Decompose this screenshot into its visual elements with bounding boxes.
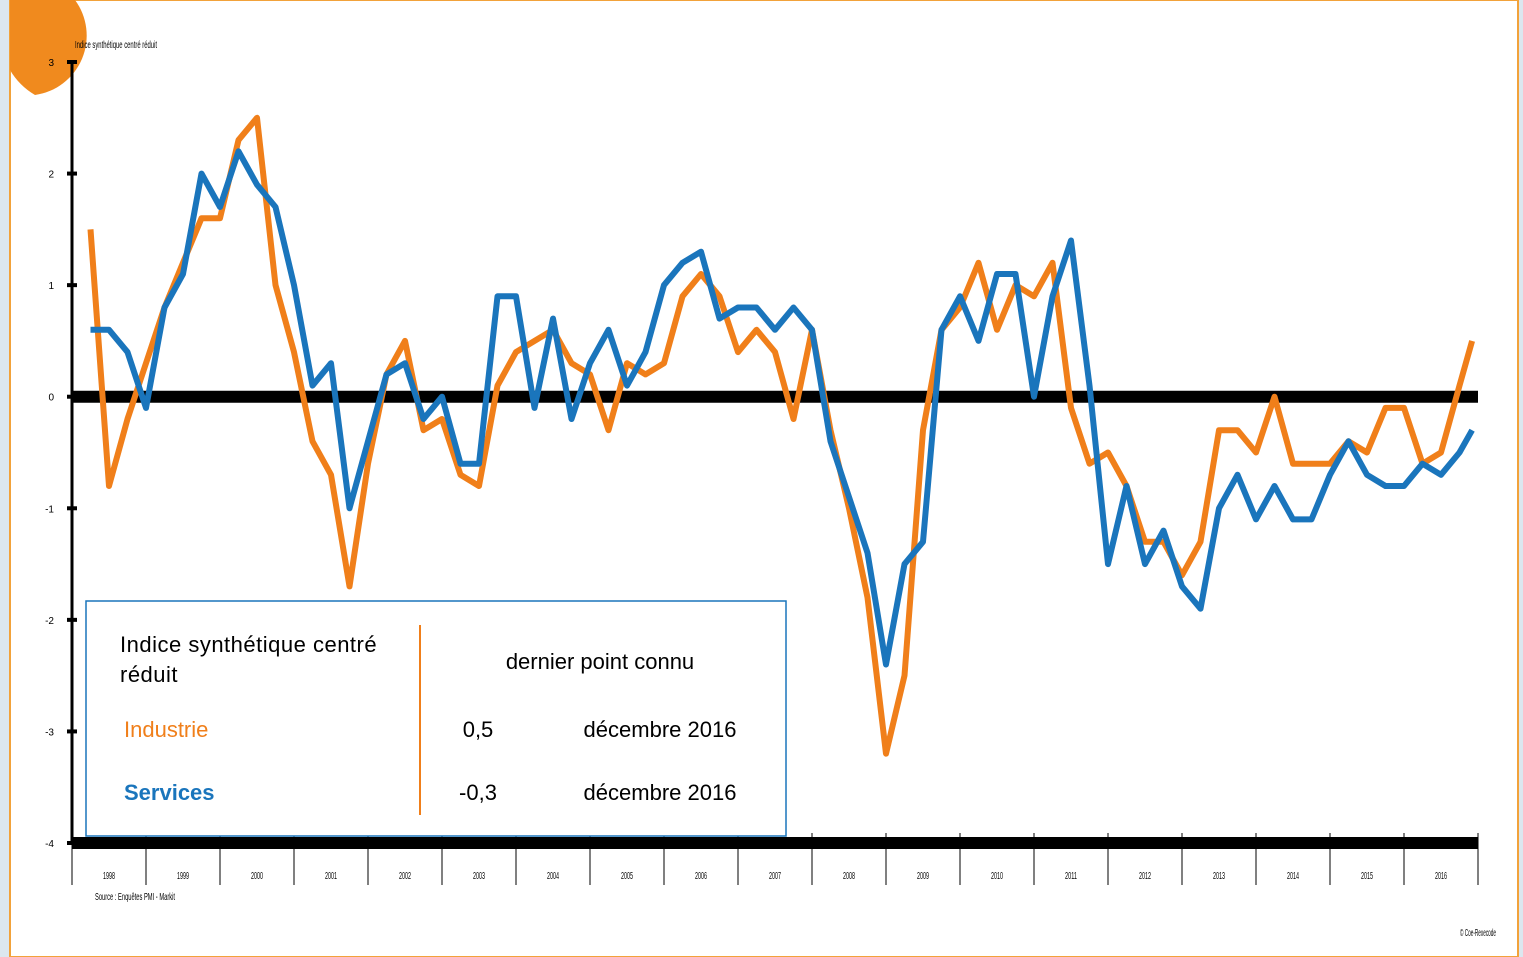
x-tick-label: 2013	[1213, 871, 1225, 882]
y-tick-label: 2	[48, 170, 54, 181]
legend-name: Industrie	[124, 717, 208, 742]
y-tick-label: 1	[48, 281, 54, 292]
credit: © Coe-Rexecode	[1460, 928, 1496, 939]
legend-last-value: -0,3	[459, 780, 497, 805]
x-tick-label: 2012	[1139, 871, 1151, 882]
legend-name: Services	[124, 780, 215, 805]
x-tick-label: 2005	[621, 871, 633, 882]
x-tick-label: 2014	[1287, 871, 1299, 882]
x-tick-label: 2016	[1435, 871, 1447, 882]
legend-header: Indice synthétique centré réduit	[120, 632, 378, 687]
legend: Indice synthétique centré réduit dernier…	[85, 600, 787, 837]
y-tick-label: 0	[48, 393, 54, 404]
legend-last-value: 0,5	[463, 717, 494, 742]
legend-header-box: Indice synthétique centré réduit	[120, 632, 378, 687]
y-tick-label: -2	[45, 616, 54, 627]
x-tick-label: 2011	[1065, 871, 1077, 882]
legend-column: dernier point connu	[506, 649, 694, 674]
x-tick-label: 2015	[1361, 871, 1373, 882]
legend-last-date: décembre 2016	[584, 717, 737, 742]
legend-box	[85, 600, 787, 837]
plot: 3 2 1 0 -1 -2 -3 -4 1998 1999 2000 2001 2002 2003 2004…	[45, 58, 1479, 885]
x-tick-label: 2004	[547, 871, 559, 882]
x-tick-label: 1999	[177, 871, 189, 882]
y-tick-label: 3	[48, 58, 54, 69]
x-tick-label: 2009	[917, 871, 929, 882]
x-tick-label: 2010	[991, 871, 1003, 882]
corner-decoration	[10, 0, 87, 95]
legend-last-date: décembre 2016	[584, 780, 737, 805]
y-axis-label: Indice synthétique centré réduit	[75, 40, 157, 51]
x-tick-label: 2003	[473, 871, 485, 882]
source: Source : Enquêtes PMI - Markit	[95, 892, 175, 903]
y-tick-label: -4	[45, 839, 54, 850]
x-tick-label: 2000	[251, 871, 263, 882]
y-tick-label: -3	[45, 727, 54, 738]
x-tick-label: 2007	[769, 871, 781, 882]
series-line	[90, 148, 1475, 668]
x-tick-label: 2001	[325, 871, 337, 882]
x-tick-label: 2008	[843, 871, 855, 882]
series-line	[87, 114, 1475, 757]
y-tick-label: -1	[45, 504, 54, 515]
x-tick-label: 2006	[695, 871, 707, 882]
x-tick-label: 1998	[103, 871, 115, 882]
x-tick-label: 2002	[399, 871, 411, 882]
